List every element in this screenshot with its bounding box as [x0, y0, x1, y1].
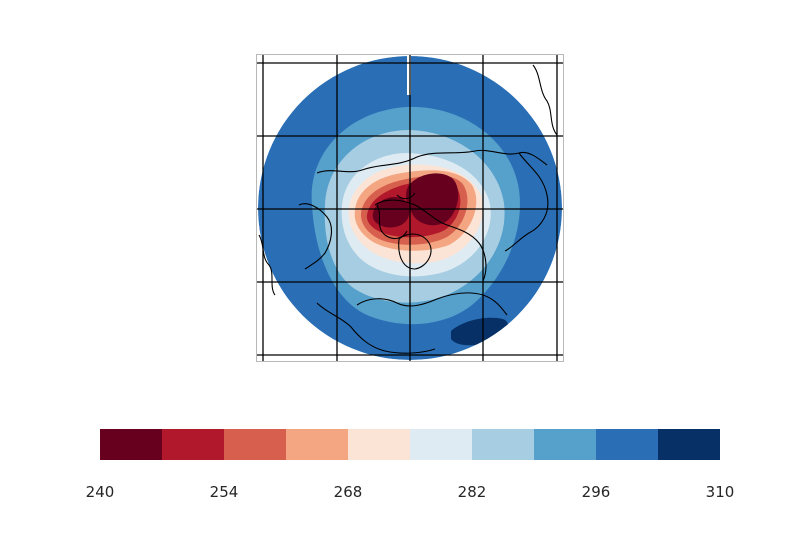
colorbar-segment [472, 429, 534, 460]
temperature-field [258, 56, 562, 360]
polar-map [256, 54, 564, 362]
coastline-greenland [398, 233, 432, 270]
colorbar-segment [534, 429, 596, 460]
coastline-edge-right [532, 64, 558, 136]
colorbar-segment [596, 429, 658, 460]
coastline-asia [316, 149, 548, 174]
field-band-darkest-red-east [406, 173, 459, 226]
colorbar [100, 429, 720, 460]
colorbar-segment [162, 429, 224, 460]
coastline-africa [356, 292, 508, 316]
colorbar-tick-label: 310 [705, 483, 735, 501]
colorbar-tick-label: 240 [85, 483, 115, 501]
colorbar-segment [286, 429, 348, 460]
colorbar-segment [224, 429, 286, 460]
field-band-darkest-red-west [372, 197, 410, 228]
map-top-gap [407, 55, 411, 95]
colorbar-segment [100, 429, 162, 460]
colorbar-tick-label: 254 [209, 483, 239, 501]
graticule [257, 55, 563, 361]
colorbar-segment [348, 429, 410, 460]
colorbar-segment [410, 429, 472, 460]
coastline-europe [298, 203, 333, 270]
coastline-east-asia [504, 152, 549, 252]
coastline-north-america [374, 199, 487, 282]
colorbar-segment [658, 429, 720, 460]
coastline-south-america [316, 302, 436, 354]
colorbar-tick-label: 282 [457, 483, 487, 501]
colorbar-tick-label: 296 [581, 483, 611, 501]
colorbar-tick-label: 268 [333, 483, 363, 501]
coastline-edge-left [258, 234, 276, 296]
coastlines [258, 64, 558, 354]
temperature-field-svg [257, 55, 563, 361]
